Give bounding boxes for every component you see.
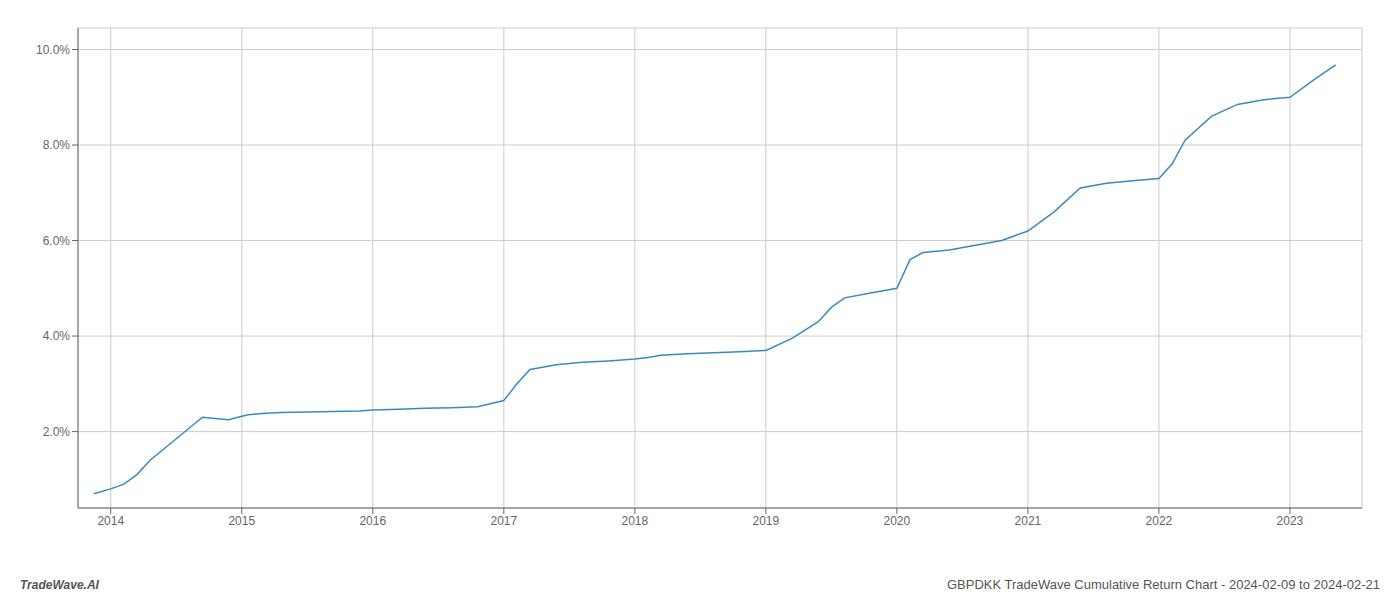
- svg-text:2016: 2016: [359, 514, 386, 528]
- svg-text:2018: 2018: [621, 514, 648, 528]
- svg-text:2022: 2022: [1146, 514, 1173, 528]
- html-text:TradeWave.AI: TradeWave.AI: [20, 578, 99, 592]
- svg-text:2020: 2020: [884, 514, 911, 528]
- svg-text:10.0%: 10.0%: [36, 43, 70, 57]
- svg-text:4.0%: 4.0%: [43, 329, 71, 343]
- svg-text:2014: 2014: [97, 514, 124, 528]
- svg-text:2.0%: 2.0%: [43, 425, 71, 439]
- svg-text:6.0%: 6.0%: [43, 234, 71, 248]
- svg-text:2021: 2021: [1015, 514, 1042, 528]
- html-text:GBPDKK TradeWave Cumulative Re: GBPDKK TradeWave Cumulative Return Chart…: [946, 577, 1380, 592]
- svg-text:2019: 2019: [753, 514, 780, 528]
- svg-text:2023: 2023: [1277, 514, 1304, 528]
- svg-text:2015: 2015: [228, 514, 255, 528]
- svg-text:2017: 2017: [490, 514, 517, 528]
- svg-text:8.0%: 8.0%: [43, 138, 71, 152]
